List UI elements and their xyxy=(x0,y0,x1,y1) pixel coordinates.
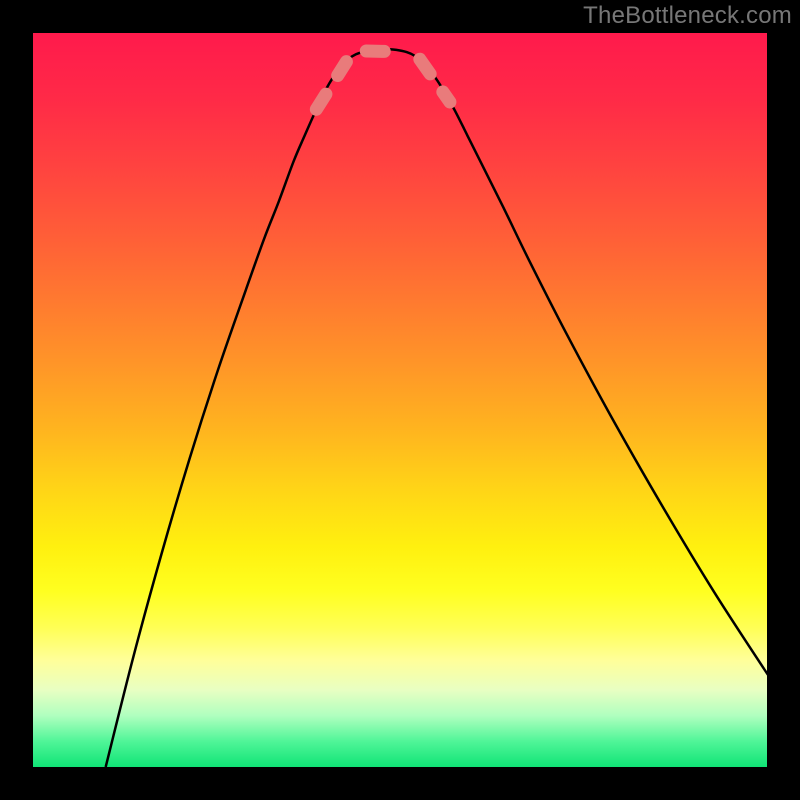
chart-stage: TheBottleneck.com xyxy=(0,0,800,800)
bottleneck-v-curve-chart xyxy=(0,0,800,800)
plot-background-gradient xyxy=(33,33,767,767)
